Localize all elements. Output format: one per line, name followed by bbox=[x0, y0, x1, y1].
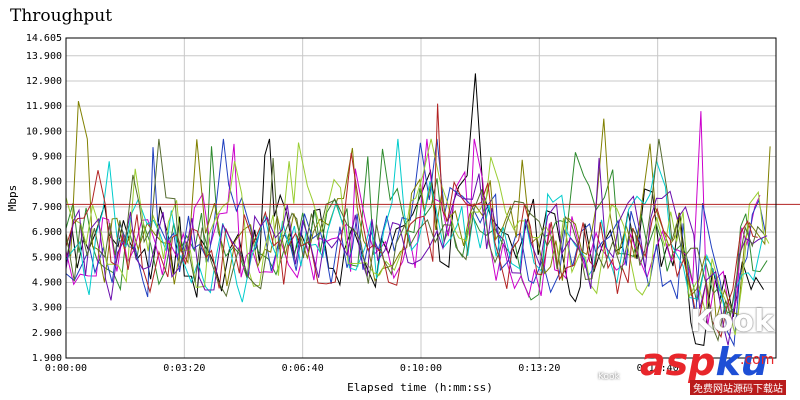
y-tick-label: 8.900 bbox=[32, 177, 62, 188]
series-line bbox=[65, 138, 763, 324]
x-tick-labels: 0:00:00 0:03:20 0:06:40 0:10:00 0:13:20 0:16:… bbox=[45, 363, 679, 374]
y-tick-label: 12.900 bbox=[26, 76, 62, 87]
y-tick-label: 5.900 bbox=[32, 252, 62, 263]
y-tick-label: 7.900 bbox=[32, 202, 62, 213]
series-line bbox=[65, 100, 771, 320]
series-line bbox=[65, 157, 768, 346]
x-tick-label: 0:13:20 bbox=[518, 363, 560, 374]
y-tick-label: 6.900 bbox=[32, 227, 62, 238]
y-tick-label: 11.900 bbox=[26, 101, 62, 112]
y-tick-label: 9.900 bbox=[32, 152, 62, 163]
plot-frame bbox=[65, 37, 777, 359]
y-tick-labels: 14.605 13.900 12.900 11.900 10.900 9.900 8.900… bbox=[26, 33, 62, 364]
y-tick-label: 14.605 bbox=[26, 33, 62, 44]
watermark-small: Kook bbox=[598, 372, 620, 382]
x-axis-label: Elapsed time (h:mm:ss) bbox=[347, 381, 493, 394]
x-tick-label: 0:00:00 bbox=[45, 363, 87, 374]
y-tick-label: 4.900 bbox=[32, 277, 62, 288]
y-axis-label: Mbps bbox=[6, 185, 19, 212]
y-tick-label: 13.900 bbox=[26, 51, 62, 62]
x-tick-label: 0:10:00 bbox=[400, 363, 442, 374]
x-tick-label: 0:16:40 bbox=[637, 363, 679, 374]
y-tick-label: 2.900 bbox=[32, 328, 62, 339]
watermark-kook: Kook bbox=[690, 304, 774, 339]
chart-title: Throughput bbox=[10, 6, 113, 26]
watermark-ku-text: ku bbox=[715, 340, 768, 384]
watermark-tagline: 免费网站源码下载站 bbox=[690, 380, 786, 395]
watermark-asp-text: asp bbox=[640, 340, 716, 384]
watermark-tld: .com bbox=[740, 352, 775, 368]
series-line bbox=[65, 138, 770, 336]
y-tick-label: 3.900 bbox=[32, 303, 62, 314]
watermark-asp: aspku bbox=[640, 340, 768, 384]
y-tick-label: 10.900 bbox=[26, 126, 62, 137]
series-line bbox=[65, 138, 764, 343]
y-tick-label: 1.900 bbox=[32, 353, 62, 364]
series-lines bbox=[65, 73, 771, 348]
series-line bbox=[65, 103, 758, 339]
series-line bbox=[65, 138, 766, 348]
x-tick-label: 0:03:20 bbox=[163, 363, 205, 374]
x-tick-label: 0:06:40 bbox=[282, 363, 324, 374]
series-line bbox=[65, 73, 765, 346]
